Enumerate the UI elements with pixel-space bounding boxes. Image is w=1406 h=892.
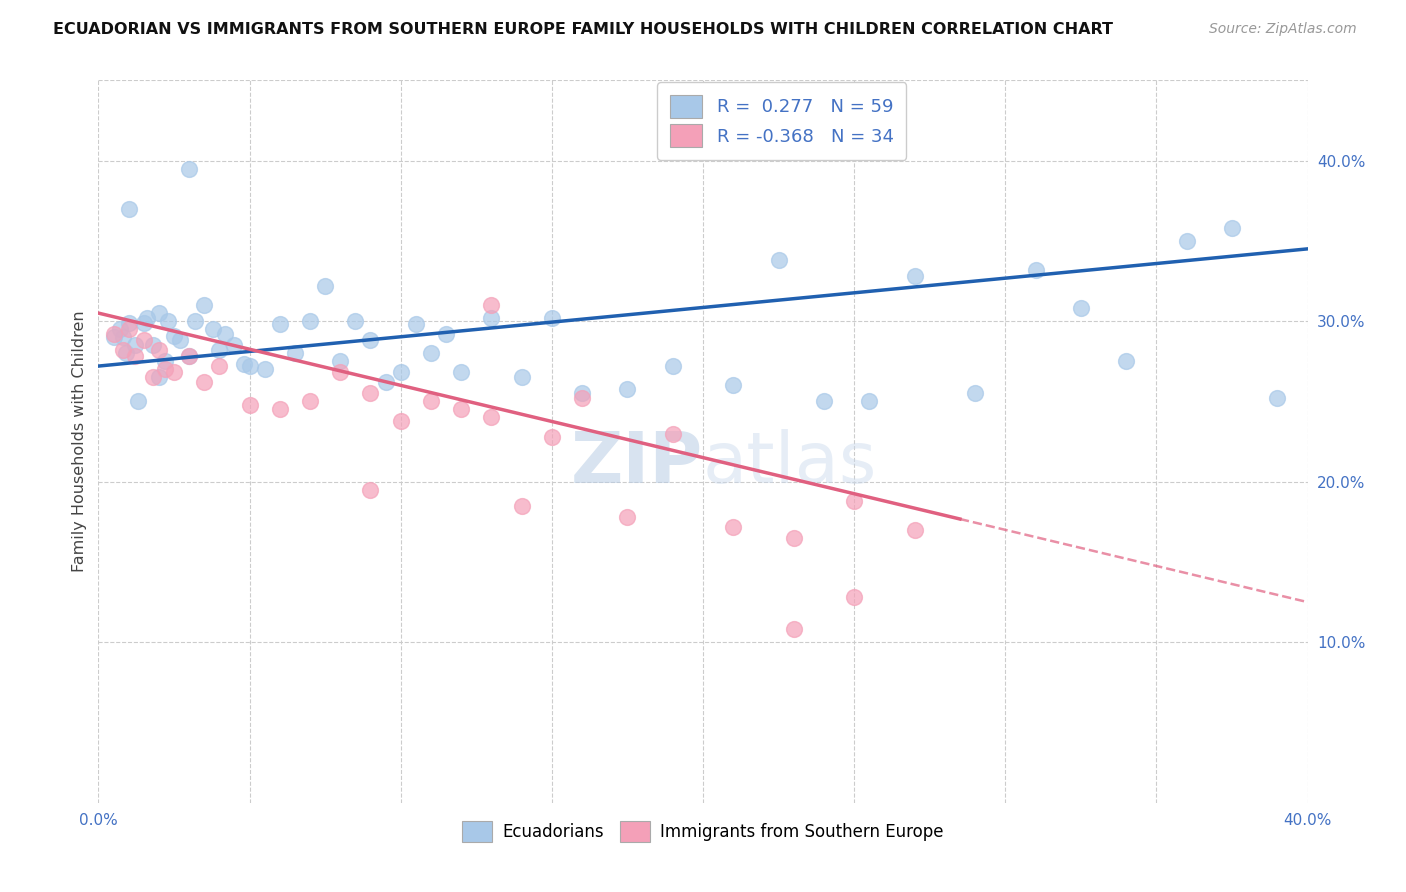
Point: [844, 494, 866, 508]
Y-axis label: Family Households with Children: Family Households with Children: [72, 310, 87, 573]
Point: [124, 350, 146, 364]
Point: [232, 358, 254, 372]
Point: [858, 394, 880, 409]
Point: [661, 426, 683, 441]
Point: [169, 334, 191, 348]
Point: [844, 591, 866, 605]
Point: [1024, 262, 1046, 277]
Point: [661, 359, 683, 373]
Point: [510, 499, 533, 513]
Point: [1220, 221, 1243, 235]
Point: [389, 366, 412, 380]
Point: [360, 483, 382, 497]
Point: [616, 510, 638, 524]
Point: [103, 326, 125, 341]
Point: [481, 410, 503, 425]
Point: [450, 402, 472, 417]
Point: [193, 298, 215, 312]
Point: [142, 338, 165, 352]
Point: [148, 306, 170, 320]
Point: [132, 334, 155, 348]
Text: Source: ZipAtlas.com: Source: ZipAtlas.com: [1209, 22, 1357, 37]
Point: [329, 354, 352, 368]
Point: [783, 531, 806, 545]
Point: [571, 386, 593, 401]
Point: [153, 354, 176, 368]
Point: [723, 519, 745, 533]
Point: [103, 330, 125, 344]
Point: [360, 386, 382, 401]
Point: [1115, 354, 1137, 368]
Point: [481, 310, 503, 325]
Point: [148, 343, 170, 357]
Point: [510, 370, 533, 384]
Point: [450, 366, 472, 380]
Point: [314, 278, 336, 293]
Point: [783, 623, 806, 637]
Point: [127, 394, 149, 409]
Point: [193, 375, 215, 389]
Point: [108, 322, 131, 336]
Point: [224, 338, 246, 352]
Point: [239, 359, 262, 373]
Point: [723, 378, 745, 392]
Point: [540, 310, 562, 325]
Text: ECUADORIAN VS IMMIGRANTS FROM SOUTHERN EUROPE FAMILY HOUSEHOLDS WITH CHILDREN CO: ECUADORIAN VS IMMIGRANTS FROM SOUTHERN E…: [53, 22, 1114, 37]
Point: [118, 322, 141, 336]
Point: [299, 394, 322, 409]
Point: [616, 382, 638, 396]
Point: [1175, 234, 1198, 248]
Point: [153, 362, 176, 376]
Point: [904, 523, 927, 537]
Text: ZIP: ZIP: [571, 429, 703, 498]
Point: [208, 343, 231, 357]
Point: [329, 366, 352, 380]
Point: [124, 338, 146, 352]
Text: atlas: atlas: [703, 429, 877, 498]
Point: [179, 350, 201, 364]
Point: [360, 334, 382, 348]
Point: [118, 202, 141, 216]
Point: [208, 359, 231, 373]
Point: [434, 326, 457, 341]
Point: [118, 316, 141, 330]
Point: [813, 394, 835, 409]
Point: [179, 350, 201, 364]
Point: [202, 322, 225, 336]
Point: [269, 318, 291, 332]
Point: [148, 370, 170, 384]
Point: [344, 314, 367, 328]
Point: [214, 326, 236, 341]
Point: [253, 362, 276, 376]
Point: [135, 310, 157, 325]
Point: [156, 314, 179, 328]
Point: [269, 402, 291, 417]
Point: [299, 314, 322, 328]
Point: [904, 269, 927, 284]
Point: [132, 316, 155, 330]
Point: [163, 328, 186, 343]
Point: [111, 330, 134, 344]
Point: [284, 346, 307, 360]
Point: [965, 386, 987, 401]
Point: [184, 314, 207, 328]
Point: [374, 375, 396, 389]
Point: [389, 414, 412, 428]
Point: [420, 394, 443, 409]
Point: [179, 161, 201, 176]
Point: [768, 253, 790, 268]
Point: [163, 366, 186, 380]
Point: [571, 391, 593, 405]
Point: [420, 346, 443, 360]
Point: [114, 346, 136, 360]
Point: [1070, 301, 1092, 316]
Point: [111, 343, 134, 357]
Point: [142, 370, 165, 384]
Point: [481, 298, 503, 312]
Point: [540, 430, 562, 444]
Point: [239, 398, 262, 412]
Point: [1267, 391, 1289, 405]
Legend: Ecuadorians, Immigrants from Southern Europe: Ecuadorians, Immigrants from Southern Eu…: [456, 814, 950, 848]
Point: [405, 318, 427, 332]
